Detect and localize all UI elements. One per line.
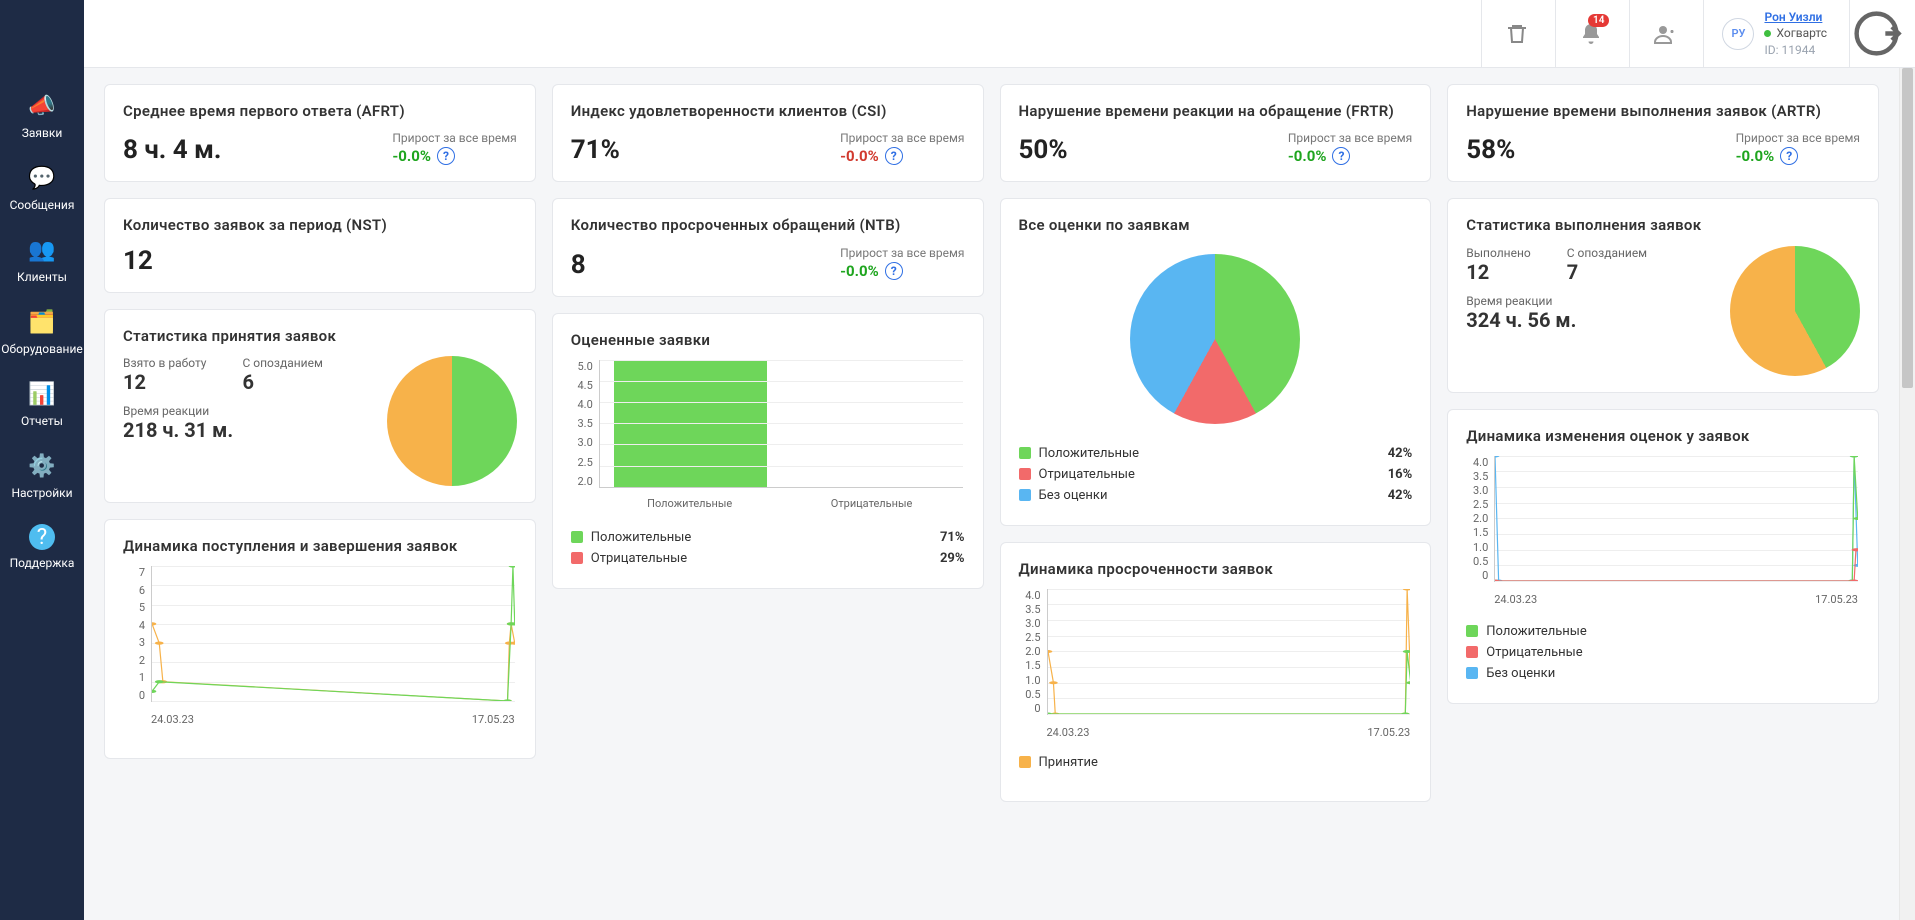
overdue-chart: 4.03.53.02.52.01.51.00.5024.03.2317.05.2… — [1019, 589, 1413, 739]
help-icon[interactable]: ? — [437, 147, 455, 165]
scrollbar-thumb[interactable] — [1902, 68, 1913, 388]
acceptance-pie — [387, 356, 517, 486]
topbar: 14 РУ Рон Уизли Хогвартс ID: 11944 — [84, 0, 1915, 68]
card-csi: Индекс удовлетворенности клиентов (CSI) … — [552, 84, 984, 182]
kpi-value: 71% — [571, 135, 620, 165]
add-user-button[interactable] — [1629, 0, 1699, 68]
card-title: Индекс удовлетворенности клиентов (CSI) — [571, 101, 965, 121]
card-title: Динамика просроченности заявок — [1019, 559, 1413, 579]
equipment-icon: 🗂️ — [28, 308, 56, 336]
sidebar-item-equipment[interactable]: 🗂️ Оборудование — [0, 296, 84, 368]
card-overdue: Динамика просроченности заявок 4.03.53.0… — [1000, 542, 1432, 802]
user-name[interactable]: Рон Уизли — [1764, 9, 1827, 25]
help-icon[interactable]: ? — [1332, 147, 1350, 165]
people-icon: 👥 — [28, 236, 56, 264]
vertical-scrollbar[interactable] — [1899, 68, 1915, 920]
card-title: Статистика принятия заявок — [123, 326, 517, 346]
completion-pie — [1730, 246, 1860, 376]
card-inflow: Динамика поступления и завершения заявок… — [104, 519, 536, 759]
card-title: Среднее время первого ответа (AFRT) — [123, 101, 517, 121]
growth-label: Прирост за все время — [1288, 131, 1412, 145]
card-title: Статистика выполнения заявок — [1466, 215, 1860, 235]
user-menu[interactable]: РУ Рон Уизли Хогвартс ID: 11944 — [1703, 0, 1845, 68]
card-ntb: Количество просроченных обращений (NTB) … — [552, 198, 984, 296]
trash-icon — [1505, 22, 1529, 46]
legend: Положительные71%Отрицательные29% — [571, 530, 965, 566]
help-icon[interactable]: ? — [885, 262, 903, 280]
card-completion: Статистика выполнения заявок Выполнено12… — [1447, 198, 1879, 392]
avatar: РУ — [1722, 18, 1754, 50]
rated-bar-chart: 5.04.54.03.53.02.52.0ПоложительныеОтрица… — [571, 360, 965, 510]
sidebar-label: Клиенты — [17, 270, 67, 284]
card-title: Динамика поступления и завершения заявок — [123, 536, 517, 556]
sidebar-item-settings[interactable]: ⚙️ Настройки — [0, 440, 84, 512]
logout-button[interactable] — [1849, 0, 1903, 68]
card-title: Нарушение времени реакции на обращение (… — [1019, 101, 1413, 121]
card-title: Все оценки по заявкам — [1019, 215, 1413, 235]
growth-value: -0.0% — [840, 262, 879, 280]
help-icon[interactable]: ? — [1780, 147, 1798, 165]
legend: Положительные42%Отрицательные16%Без оцен… — [1019, 446, 1413, 503]
gear-icon: ⚙️ — [28, 452, 56, 480]
card-rating-dyn: Динамика изменения оценок у заявок 4.03.… — [1447, 409, 1879, 704]
sidebar: 📣 Заявки 💬 Сообщения 👥 Клиенты 🗂️ Оборуд… — [0, 0, 84, 920]
card-ratings-pie: Все оценки по заявкам Положительные42%От… — [1000, 198, 1432, 525]
card-rated-bar: Оцененные заявки 5.04.54.03.53.02.52.0По… — [552, 313, 984, 589]
sidebar-label: Оборудование — [1, 342, 82, 356]
card-artr: Нарушение времени выполнения заявок (ART… — [1447, 84, 1879, 182]
growth-value: -0.0% — [392, 147, 431, 165]
notification-badge: 14 — [1588, 14, 1609, 27]
card-afrt: Среднее время первого ответа (AFRT) 8 ч.… — [104, 84, 536, 182]
user-id: ID: 11944 — [1764, 42, 1827, 58]
growth-value: -0.0% — [1736, 147, 1775, 165]
growth-value: -0.0% — [1288, 147, 1327, 165]
notifications-button[interactable]: 14 — [1555, 0, 1625, 68]
kpi-value: 8 — [571, 250, 586, 280]
ratings-pie — [1130, 254, 1300, 424]
logout-icon — [1850, 7, 1903, 60]
inflow-chart: 7654321024.03.2317.05.23 — [123, 566, 517, 726]
dashboard-content: Среднее время первого ответа (AFRT) 8 ч.… — [84, 68, 1899, 920]
card-title: Количество просроченных обращений (NTB) — [571, 215, 965, 235]
reports-icon: 📊 — [28, 380, 56, 408]
kpi-value: 50% — [1019, 135, 1068, 165]
kpi-value: 58% — [1466, 135, 1515, 165]
rating-dyn-chart: 4.03.53.02.52.01.51.00.5024.03.2317.05.2… — [1466, 456, 1860, 606]
chat-icon: 💬 — [28, 164, 56, 192]
growth-label: Прирост за все время — [1736, 131, 1860, 145]
growth-label: Прирост за все время — [840, 246, 964, 260]
sidebar-item-reports[interactable]: 📊 Отчеты — [0, 368, 84, 440]
add-user-icon — [1653, 22, 1677, 46]
sidebar-label: Настройки — [11, 486, 72, 500]
legend: Принятие — [1019, 755, 1413, 770]
card-frtr: Нарушение времени реакции на обращение (… — [1000, 84, 1432, 182]
sidebar-item-support[interactable]: ? Поддержка — [0, 512, 84, 582]
legend: ПоложительныеОтрицательныеБез оценки — [1466, 624, 1860, 681]
help-icon[interactable]: ? — [885, 147, 903, 165]
megaphone-icon: 📣 — [28, 92, 56, 120]
sidebar-label: Поддержка — [10, 556, 75, 570]
kpi-value: 12 — [123, 246, 517, 276]
growth-label: Прирост за все время — [392, 131, 516, 145]
card-title: Нарушение времени выполнения заявок (ART… — [1466, 101, 1860, 121]
card-title: Количество заявок за период (NST) — [123, 215, 517, 235]
card-nst: Количество заявок за период (NST) 12 — [104, 198, 536, 292]
card-acceptance: Статистика принятия заявок Взято в работ… — [104, 309, 536, 503]
sidebar-item-messages[interactable]: 💬 Сообщения — [0, 152, 84, 224]
card-title: Оцененные заявки — [571, 330, 965, 350]
sidebar-item-tickets[interactable]: 📣 Заявки — [0, 80, 84, 152]
growth-value: -0.0% — [840, 147, 879, 165]
sidebar-label: Заявки — [22, 126, 63, 140]
card-title: Динамика изменения оценок у заявок — [1466, 426, 1860, 446]
user-org: Хогвартс — [1764, 25, 1827, 41]
sidebar-label: Сообщения — [10, 198, 75, 212]
trash-button[interactable] — [1481, 0, 1551, 68]
sidebar-label: Отчеты — [21, 414, 63, 428]
sidebar-item-clients[interactable]: 👥 Клиенты — [0, 224, 84, 296]
kpi-value: 8 ч. 4 м. — [123, 135, 221, 165]
help-icon: ? — [29, 524, 55, 550]
growth-label: Прирост за все время — [840, 131, 964, 145]
